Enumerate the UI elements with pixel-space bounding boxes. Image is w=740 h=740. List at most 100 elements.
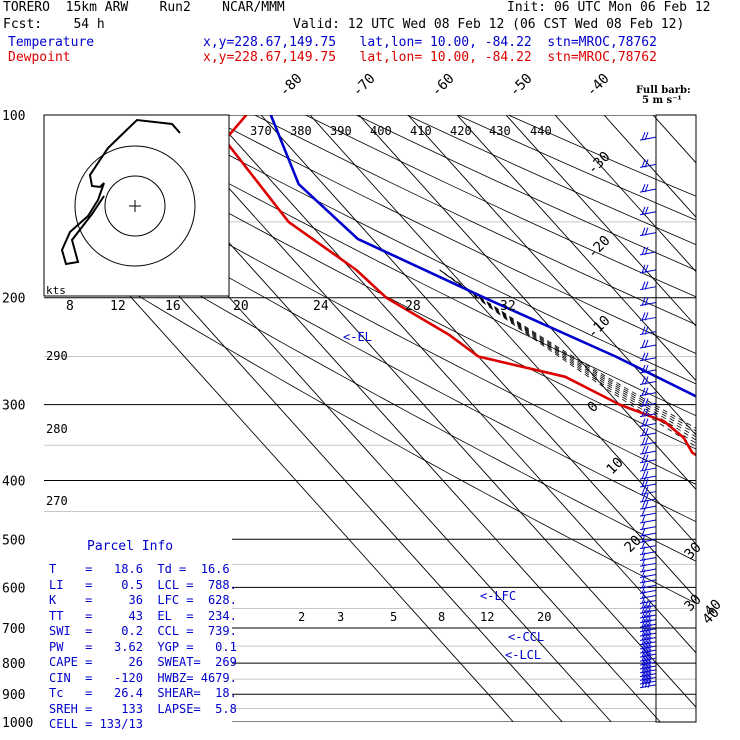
wind-barb-feather: [641, 534, 646, 543]
wind-barb-feather: [644, 493, 649, 503]
wind-barb-feather: [644, 614, 649, 623]
wind-barb-feather: [641, 636, 646, 645]
hodo-scale-label: 24: [313, 299, 329, 314]
wind-barb-feather: [641, 585, 646, 594]
isotherm-tick-label: -50: [507, 71, 536, 100]
wind-barb: [639, 339, 657, 349]
wind-barb-feather: [641, 552, 646, 561]
level-annotation: <-EL: [343, 330, 372, 344]
wind-barb: [639, 614, 657, 624]
hodo-scale-label: 20: [233, 299, 249, 314]
wind-barb-feather: [644, 649, 649, 658]
isotherm-line: [309, 115, 696, 545]
wind-barb: [639, 552, 657, 562]
wind-barb-feather: [647, 614, 652, 623]
dry-adiabat-line: [44, 238, 696, 604]
wind-barb: [639, 500, 657, 510]
parcel-info-row: SREH = 133 LAPSE= 5.8: [49, 701, 237, 716]
wind-barb: [639, 649, 657, 658]
wind-barb-feather: [641, 590, 646, 599]
dry-adiabat-line: [153, 115, 696, 385]
hodo-scale-label: 12: [110, 299, 126, 314]
pressure-tick-label: 600: [2, 581, 25, 596]
barb-column-frame: [655, 114, 697, 723]
wind-barb-feather: [644, 500, 649, 510]
isotherm-line: [505, 115, 696, 327]
wind-barb: [639, 668, 657, 678]
wind-barb: [639, 664, 657, 674]
wind-barb-feather: [644, 619, 649, 628]
wind-barb: [639, 521, 657, 531]
pressure-tick-label: 200: [2, 292, 25, 307]
wind-barb: [639, 558, 657, 567]
wind-barb: [639, 653, 657, 662]
wind-barb-feather: [644, 131, 649, 141]
wind-barb: [639, 387, 657, 397]
wind-barb-feather: [647, 619, 652, 628]
wind-barb: [639, 527, 657, 537]
hodograph-trace: [60, 118, 181, 266]
wind-barb-feather: [641, 619, 646, 628]
wind-barb-feather: [641, 427, 646, 437]
wind-barb-feather: [641, 664, 646, 674]
wind-barb-feather: [647, 649, 652, 658]
wind-barb-feather: [644, 387, 649, 396]
wind-barb-feather: [641, 679, 646, 688]
hodo-scale-label: 16: [165, 299, 181, 314]
wind-barb-feather: [641, 486, 646, 495]
moist-adiabat-line: [439, 269, 696, 432]
dry-adiabat-line: [44, 170, 696, 523]
wind-barb: [639, 636, 657, 646]
wind-barb: [639, 131, 657, 141]
wind-barb: [639, 352, 657, 362]
theta-tick-label: 380: [290, 124, 312, 138]
isotherm-line: [211, 115, 696, 654]
wind-barb-feather: [641, 656, 646, 666]
theta-tick-label: 420: [450, 124, 472, 138]
model-title: TORERO 15km ARW Run2 NCAR/MMM: [3, 0, 285, 15]
wind-barb: [639, 281, 657, 291]
wind-barb-feather: [644, 486, 649, 495]
wind-barb-feather: [641, 183, 646, 193]
wind-barb: [639, 623, 657, 633]
hodo-scale-label: 32: [500, 299, 516, 314]
wind-barb: [639, 364, 657, 374]
dewpoint-location: x,y=228.67,149.75 lat,lon= 10.00, -84.22…: [203, 50, 657, 65]
wind-barb: [639, 398, 657, 407]
theta-tick-label: 430: [489, 124, 511, 138]
wind-barb-feather: [641, 312, 646, 321]
wind-barb-feather: [644, 660, 649, 670]
theta-tick-label: 390: [330, 124, 352, 138]
wind-barb-feather: [647, 636, 652, 645]
wind-barb-feather: [641, 507, 646, 517]
wind-barb: [639, 540, 657, 550]
wind-barb-feather: [647, 664, 652, 674]
wind-barb-feather: [647, 675, 652, 685]
wind-barb-feather: [641, 478, 646, 488]
wind-barb-feather: [641, 445, 646, 455]
wind-barb-feather: [644, 632, 649, 641]
wind-barb-feather: [644, 445, 649, 455]
wind-barb: [639, 675, 657, 685]
wind-barb-feather: [641, 352, 646, 361]
wind-barb-feather: [641, 660, 646, 670]
wind-barb-feather: [644, 462, 649, 472]
wind-barb: [639, 600, 657, 609]
wind-barb: [639, 437, 657, 446]
wind-barb-feather: [641, 387, 646, 396]
pressure-tick-label: 800: [2, 657, 25, 672]
wind-barb-feather: [641, 640, 646, 650]
parcel-info-row: CAPE = 26 SWEAT= 269: [49, 655, 237, 669]
dry-adiabat-line: [457, 115, 696, 221]
dry-adiabat-line: [356, 115, 696, 271]
wind-barb-feather: [644, 668, 649, 677]
wind-barb-feather: [644, 206, 649, 215]
parcel-info-row: SWI = 0.2 CCL = 739.: [49, 624, 237, 638]
wind-barb: [639, 454, 657, 464]
dry-adiabat-line: [44, 139, 696, 485]
wind-barb-feather: [641, 281, 646, 290]
wind-barb-feather: [641, 644, 646, 654]
isotherm-tick-label: 10: [604, 455, 627, 478]
wind-barb-feather: [644, 656, 649, 666]
